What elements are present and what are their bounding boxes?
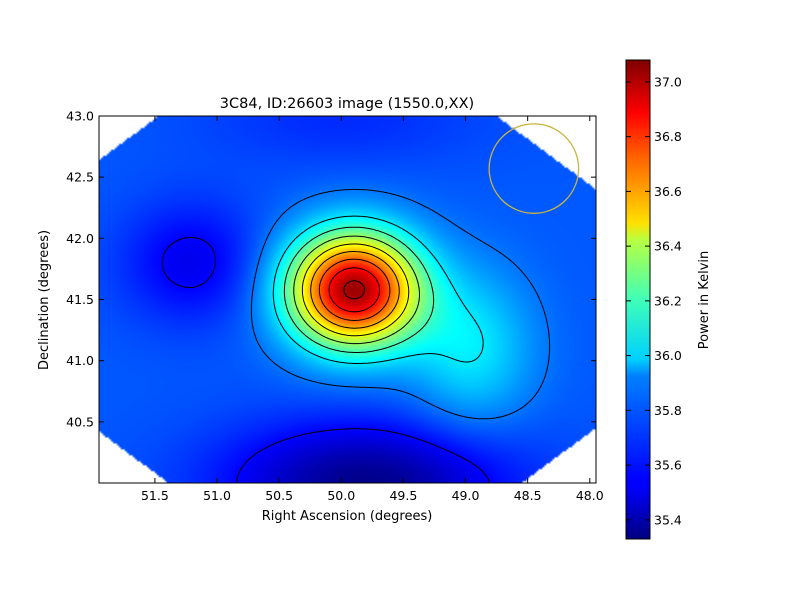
y-tick-label: 41.0 (66, 353, 94, 368)
y-tick-label: 43.0 (66, 109, 94, 124)
colorbar-tick-label: 35.8 (654, 403, 682, 418)
colorbar: 35.4 35.6 35.8 36.0 36.2 36.4 36.6 36.8 37.0 Pow… (625, 59, 712, 540)
x-tick-label: 51.0 (203, 488, 231, 503)
contour-line (343, 280, 365, 300)
x-axis-label: Right Ascension (degrees) (262, 509, 433, 524)
colorbar-tick-label: 35.6 (654, 458, 682, 473)
colorbar-tick-label: 37.0 (654, 74, 682, 89)
contour-line (318, 258, 391, 321)
x-tick-label: 50.5 (265, 488, 293, 503)
chart-title: 3C84, ID:26603 image (1550.0,XX) (220, 96, 474, 112)
x-tick-label: 49.0 (452, 488, 480, 503)
colorbar-label: Power in Kelvin (697, 251, 712, 349)
x-tick-label: 49.5 (389, 488, 417, 503)
y-tick-label: 40.5 (66, 414, 94, 429)
colorbar-tick-label: 36.8 (654, 129, 682, 144)
contour-line (301, 243, 410, 337)
beam-circle (488, 123, 580, 214)
y-tick-label: 41.5 (66, 292, 94, 307)
colorbar-tick-label: 36.0 (654, 348, 682, 363)
y-tick-label: 42.5 (66, 170, 94, 185)
y-axis: 40.5 41.0 41.5 42.0 42.5 43.0 Declination (de… (37, 109, 596, 429)
x-axis: 51.5 51.0 50.5 50.0 49.5 49.0 48.5 48.0 Right A… (141, 116, 604, 524)
colorbar-tick-label: 36.6 (654, 184, 682, 199)
colorbar-gradient (625, 59, 651, 540)
contour-lines (161, 188, 551, 483)
contour-line (283, 226, 435, 353)
colorbar-tick-label: 36.4 (654, 239, 682, 254)
x-tick-label: 48.5 (514, 488, 542, 503)
contour-line (161, 237, 490, 483)
plot-area (98, 115, 597, 484)
contour-line (272, 215, 484, 364)
colorbar-tick-label: 35.4 (654, 512, 682, 527)
x-tick-label: 48.0 (576, 488, 604, 503)
colorbar-tick-label: 36.2 (654, 293, 682, 308)
x-tick-label: 50.0 (327, 488, 355, 503)
contour-line (293, 235, 420, 345)
contour-line (328, 267, 381, 313)
contour-line (310, 251, 400, 329)
x-tick-label: 51.5 (141, 488, 169, 503)
heatmap-image (99, 116, 596, 483)
y-axis-label: Declination (degrees) (37, 230, 52, 370)
y-tick-label: 42.0 (66, 231, 94, 246)
contour-line (250, 188, 551, 420)
